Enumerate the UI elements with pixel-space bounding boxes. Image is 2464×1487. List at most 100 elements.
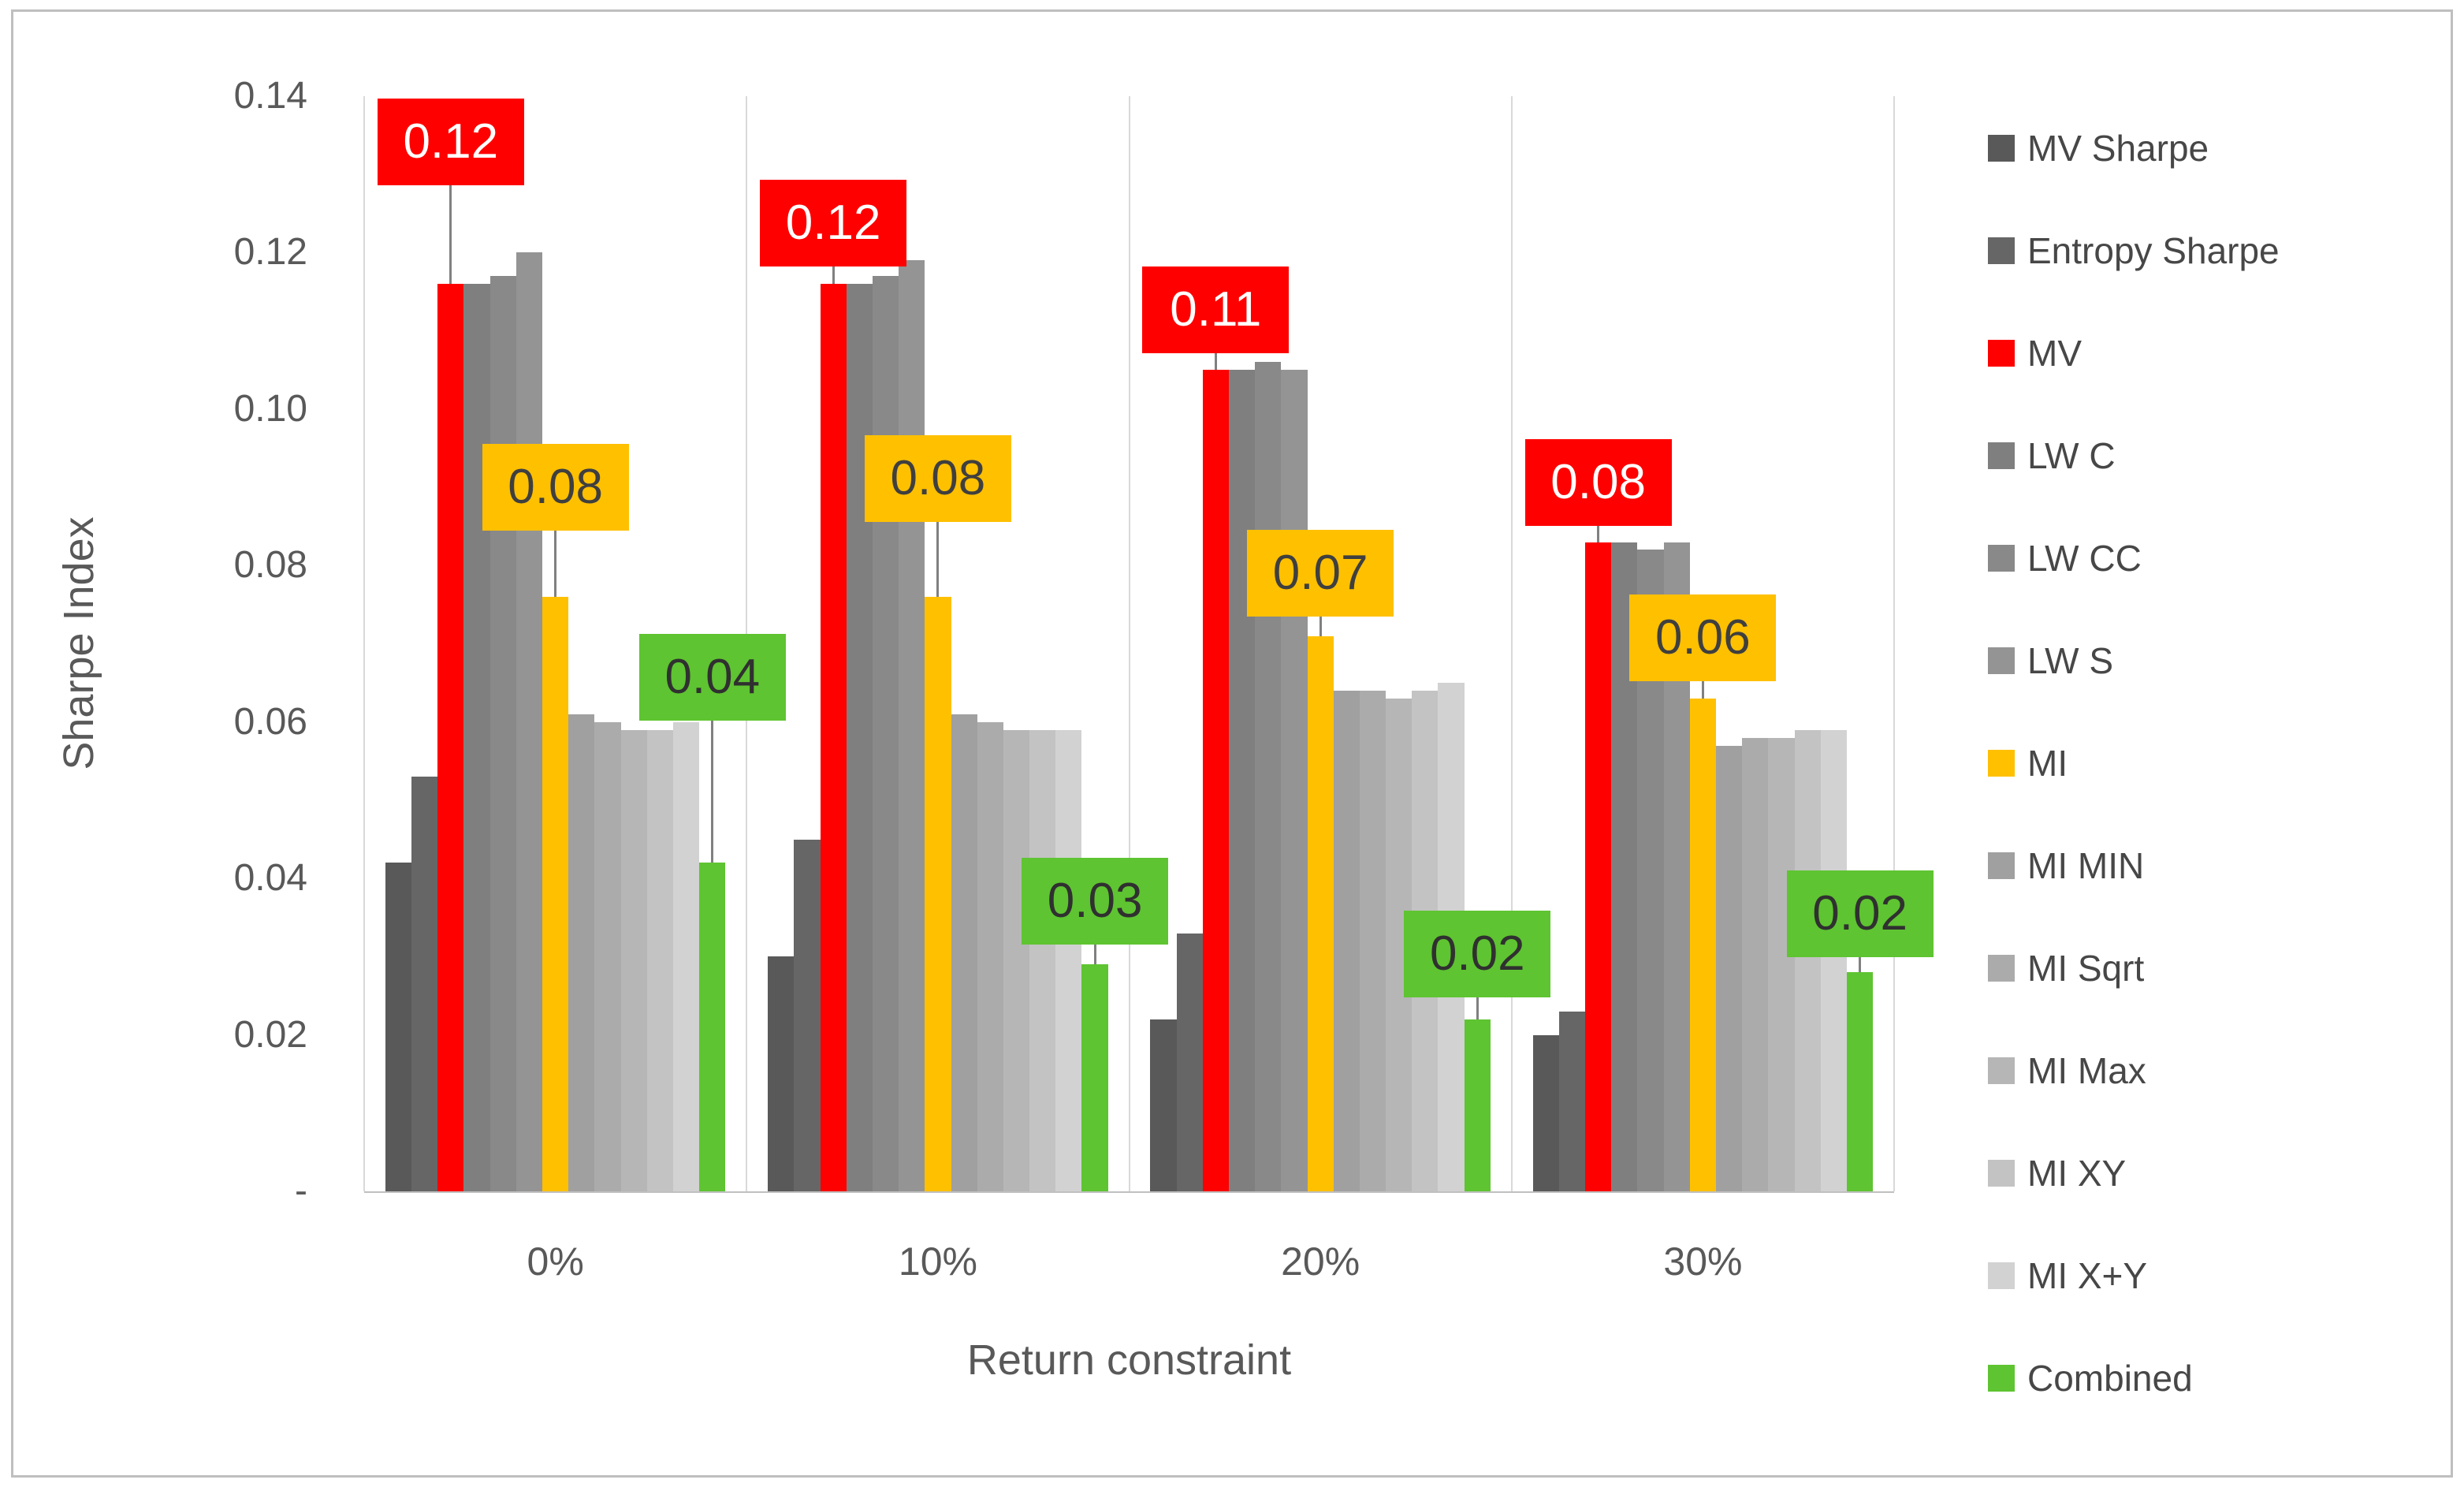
category-label-10%: 10% — [898, 1239, 977, 1284]
legend-item-mi-x-y: MI X+Y — [1988, 1258, 2147, 1294]
bar-mv-20% — [1202, 370, 1229, 1191]
bar-mi-sqrt-20% — [1359, 691, 1386, 1191]
bar-mv-0% — [437, 284, 464, 1191]
legend-swatch-icon — [1988, 135, 2015, 162]
bar-combined-30% — [1846, 972, 1874, 1191]
legend-label: MI X+Y — [2027, 1255, 2148, 1296]
legend-swatch-icon — [1988, 545, 2015, 572]
bar-mv-sharpe-20% — [1150, 1019, 1177, 1191]
bar-mi-x-y-30% — [1820, 729, 1847, 1191]
data-label-mv-0%: 0.12 — [377, 99, 524, 186]
legend-label: MV Sharpe — [2027, 128, 2209, 169]
y-tick-label: 0.10 — [233, 387, 307, 430]
callout-leader-line — [1476, 997, 1479, 1019]
data-label-combined-0%: 0.04 — [638, 634, 786, 721]
legend-label: MI — [2027, 743, 2068, 784]
callout-leader-line — [936, 522, 940, 597]
legend-item-combined: Combined — [1988, 1360, 2193, 1396]
data-label-combined-30%: 0.02 — [1786, 870, 1934, 958]
data-label-mi-20%: 0.07 — [1247, 529, 1394, 617]
callout-leader-line — [711, 721, 714, 863]
data-label-combined-10%: 0.03 — [1022, 858, 1169, 945]
legend-item-entropy-sharpe: Entropy Sharpe — [1988, 233, 2280, 269]
bar-mi-0% — [542, 597, 569, 1191]
legend-item-mi-sqrt: MI Sqrt — [1988, 950, 2144, 986]
legend-item-mv-sharpe: MV Sharpe — [1988, 130, 2209, 166]
legend-label: LW S — [2027, 640, 2114, 681]
data-label-combined-20%: 0.02 — [1404, 910, 1551, 997]
legend-swatch-icon — [1988, 340, 2015, 367]
bar-mi-xy-0% — [646, 729, 673, 1191]
legend-item-lw-cc: LW CC — [1988, 540, 2142, 576]
bar-lw-s-20% — [1281, 370, 1308, 1191]
y-tick-label: 0.02 — [233, 1013, 307, 1056]
bar-mv-sharpe-30% — [1532, 1034, 1559, 1191]
legend-item-lw-c: LW C — [1988, 438, 2116, 474]
bar-mv-sharpe-0% — [385, 863, 412, 1191]
legend-swatch-icon — [1988, 442, 2015, 469]
bar-mv-30% — [1585, 542, 1612, 1191]
bar-mi-min-10% — [951, 714, 977, 1191]
bar-mi-max-0% — [620, 729, 647, 1191]
legend-item-mv: MV — [1988, 335, 2082, 371]
bar-entropy-sharpe-10% — [794, 839, 821, 1191]
data-label-mi-0%: 0.08 — [482, 444, 629, 531]
legend-swatch-icon — [1988, 750, 2015, 777]
bar-lw-c-10% — [846, 284, 873, 1191]
bar-group-20% — [1130, 96, 1512, 1191]
bar-lw-cc-10% — [872, 276, 899, 1191]
bar-entropy-sharpe-30% — [1558, 1011, 1586, 1191]
legend-item-mi-max: MI Max — [1988, 1053, 2146, 1089]
bar-lw-s-10% — [899, 260, 925, 1191]
bar-lw-cc-0% — [489, 276, 516, 1191]
legend-label: LW C — [2027, 435, 2116, 476]
y-tick-label: 0.12 — [233, 231, 307, 274]
bar-mi-sqrt-10% — [977, 721, 1003, 1191]
category-label-30%: 30% — [1663, 1239, 1743, 1284]
y-tick-label: 0.04 — [233, 857, 307, 900]
figure-border — [11, 9, 2453, 1478]
callout-leader-line — [1319, 616, 1322, 636]
bar-mv-10% — [820, 284, 847, 1191]
bar-mi-min-20% — [1333, 691, 1360, 1191]
category-divider-gridline — [363, 96, 365, 1191]
bar-mi-x-y-0% — [672, 721, 700, 1191]
category-divider-gridline — [1510, 96, 1513, 1191]
category-divider-gridline — [1128, 96, 1130, 1191]
legend-label: LW CC — [2027, 538, 2142, 579]
legend-swatch-icon — [1988, 955, 2015, 982]
bar-lw-cc-20% — [1255, 362, 1282, 1191]
y-tick-label: 0.08 — [233, 544, 307, 587]
callout-leader-line — [1093, 945, 1096, 965]
legend-swatch-icon — [1988, 1365, 2015, 1392]
bar-mi-20% — [1307, 635, 1334, 1191]
bar-mi-x-y-10% — [1055, 729, 1082, 1191]
category-label-0%: 0% — [527, 1239, 584, 1284]
callout-leader-line — [1214, 353, 1217, 371]
legend-label: MI XY — [2027, 1153, 2127, 1194]
legend-label: MV — [2027, 333, 2082, 374]
y-tick-label: 0.06 — [233, 700, 307, 743]
bar-mi-min-30% — [1716, 745, 1743, 1191]
data-label-mv-10%: 0.12 — [760, 180, 907, 267]
legend-label: MI Sqrt — [2027, 948, 2145, 989]
bar-mi-min-0% — [568, 714, 595, 1191]
bar-mi-sqrt-0% — [594, 721, 621, 1191]
legend-swatch-icon — [1988, 1160, 2015, 1187]
legend-label: Entropy Sharpe — [2027, 230, 2280, 271]
legend-label: MI Max — [2027, 1050, 2146, 1091]
callout-leader-line — [832, 266, 835, 285]
bar-mi-xy-30% — [1794, 729, 1821, 1191]
bar-mi-xy-10% — [1029, 729, 1056, 1191]
legend-item-mi: MI — [1988, 745, 2068, 781]
bar-combined-0% — [699, 863, 726, 1191]
callout-leader-line — [1859, 957, 1862, 973]
y-axis-title: Sharpe Index — [55, 516, 102, 770]
bar-mv-sharpe-10% — [768, 956, 795, 1191]
legend-swatch-icon — [1988, 1262, 2015, 1289]
legend-label: Combined — [2027, 1358, 2193, 1399]
callout-leader-line — [449, 185, 452, 285]
legend-item-mi-xy: MI XY — [1988, 1155, 2126, 1191]
bar-lw-c-0% — [463, 284, 490, 1191]
